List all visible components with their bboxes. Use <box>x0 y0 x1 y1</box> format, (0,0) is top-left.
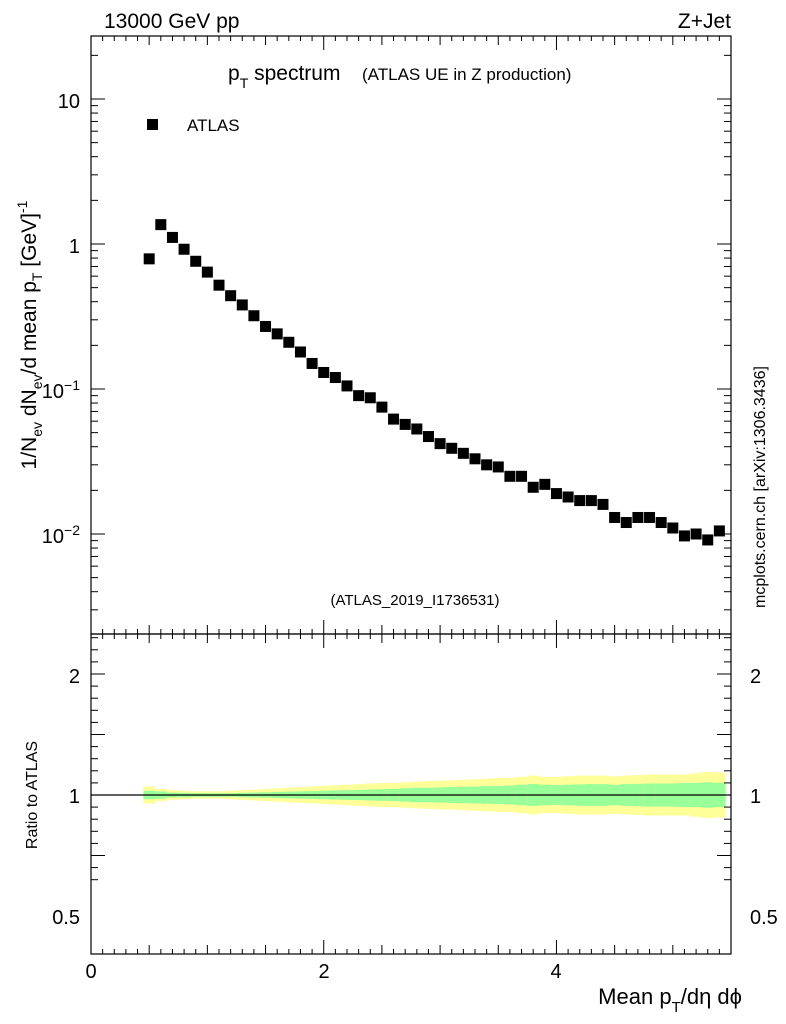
data-point <box>341 380 353 392</box>
ratio-ytick-left-2: 2 <box>69 666 80 688</box>
title-sub: T <box>240 75 249 91</box>
data-point <box>667 522 679 534</box>
data-point <box>632 511 644 523</box>
data-point <box>469 453 481 465</box>
legend-label-atlas: ATLAS <box>187 116 240 135</box>
data-point <box>550 488 562 500</box>
data-point <box>702 534 714 546</box>
upper-axis-ticks <box>90 36 732 634</box>
data-point <box>539 478 551 490</box>
data-point <box>446 442 458 454</box>
data-point <box>178 243 190 255</box>
lower-axis-ticks <box>90 634 732 954</box>
data-point <box>492 461 504 473</box>
title-main: p <box>228 62 240 85</box>
data-point <box>155 219 167 231</box>
analysis-label: (ATLAS_2019_I1736531) <box>330 592 499 609</box>
mcplots-side-label: mcplots.cern.ch [arXiv:1306.3436] <box>752 366 769 608</box>
xtick-label-0: 0 <box>85 961 96 983</box>
ytick-label-10: 10 <box>58 91 80 113</box>
data-point <box>248 310 260 322</box>
data-point <box>329 372 341 384</box>
ytick-label-0p1: 10−1 <box>42 377 80 403</box>
upper-ylabel: 1/Nev dNev/d mean pT [GeV]-1 <box>14 200 45 469</box>
data-point <box>399 418 411 430</box>
xtick-label-4: 4 <box>550 961 561 983</box>
chart-title: pT spectrum <box>228 62 340 91</box>
data-point <box>271 328 283 340</box>
ratio-ytick-right-1: 1 <box>750 786 761 808</box>
data-point <box>620 517 632 529</box>
legend-marker-atlas <box>147 119 158 130</box>
data-point <box>294 346 306 358</box>
data-point <box>422 431 434 443</box>
data-point <box>388 413 400 425</box>
ytick-label-1: 1 <box>69 236 80 258</box>
data-point <box>236 299 248 311</box>
data-point <box>516 470 528 482</box>
ratio-ytick-left-1: 1 <box>69 786 80 808</box>
ratio-ylabel: Ratio to ATLAS <box>24 741 41 849</box>
data-point <box>225 290 237 302</box>
data-point <box>597 498 609 510</box>
ratio-ytick-right-0p5: 0.5 <box>750 907 778 929</box>
data-point <box>609 511 621 523</box>
xtick-label-2: 2 <box>318 961 329 983</box>
data-point <box>713 525 725 537</box>
xaxis-label: Mean pT/dη dϕ <box>598 984 742 1016</box>
ratio-ytick-left-0p5: 0.5 <box>52 907 80 929</box>
data-point <box>644 511 656 523</box>
data-point <box>562 491 574 503</box>
data-point <box>166 231 178 243</box>
data-point <box>527 481 539 493</box>
data-point <box>143 253 155 265</box>
data-point <box>690 528 702 540</box>
data-point <box>353 390 365 402</box>
lower-plot-frame <box>90 633 732 955</box>
data-point <box>318 366 330 378</box>
data-point <box>678 530 690 542</box>
data-point <box>283 336 295 348</box>
data-point <box>434 438 446 450</box>
data-point <box>411 423 423 435</box>
data-point <box>213 279 225 291</box>
data-point <box>585 495 597 507</box>
upper-data-points <box>143 219 725 546</box>
data-point <box>376 401 388 413</box>
data-point <box>364 392 376 404</box>
data-point <box>190 255 202 267</box>
data-point <box>457 447 469 459</box>
process-label: Z+Jet <box>678 10 731 33</box>
title-rest: spectrum <box>248 62 340 85</box>
data-point <box>201 266 213 278</box>
ratio-ytick-right-2: 2 <box>750 666 761 688</box>
data-point <box>260 320 272 332</box>
data-point <box>306 357 318 369</box>
ytick-label-0p01: 10−2 <box>42 522 80 548</box>
title-note: (ATLAS UE in Z production) <box>362 65 571 84</box>
energy-label: 13000 GeV pp <box>104 10 239 33</box>
data-point <box>574 495 586 507</box>
data-point <box>504 470 516 482</box>
data-point <box>655 517 667 529</box>
data-point <box>481 459 493 471</box>
